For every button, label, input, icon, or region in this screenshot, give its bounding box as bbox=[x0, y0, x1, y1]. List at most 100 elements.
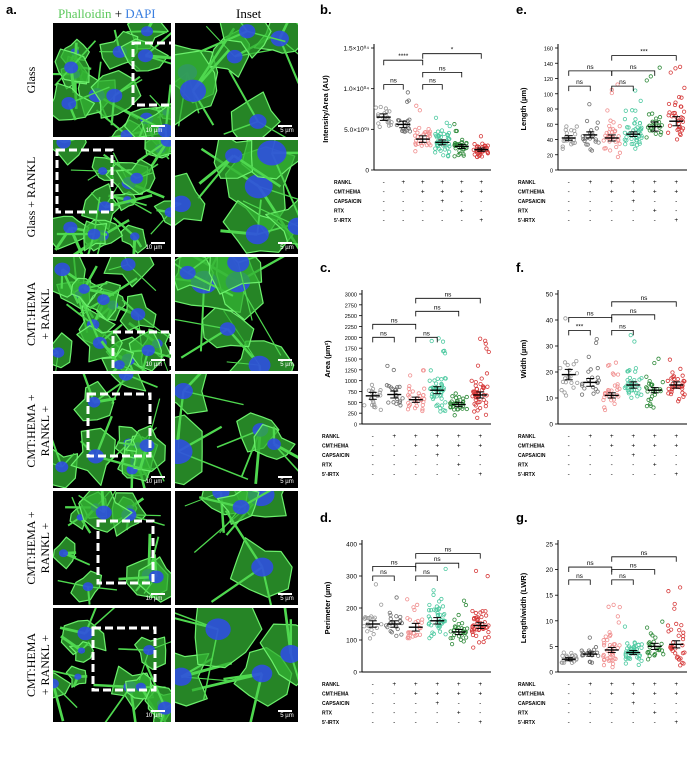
condition-sign: + bbox=[653, 179, 657, 186]
condition-sign: + bbox=[674, 719, 678, 726]
data-point bbox=[475, 154, 480, 160]
data-point bbox=[630, 385, 635, 390]
condition-sign: - bbox=[611, 700, 613, 707]
data-point bbox=[602, 405, 607, 410]
data-point bbox=[596, 653, 601, 658]
condition-sign: - bbox=[461, 217, 463, 224]
data-point bbox=[376, 112, 381, 117]
data-point bbox=[362, 624, 367, 629]
significance-bracket bbox=[383, 84, 404, 90]
data-point bbox=[667, 357, 672, 362]
significance-label: ns bbox=[423, 569, 431, 576]
data-point bbox=[440, 604, 446, 609]
condition-sign: + bbox=[631, 198, 635, 205]
data-point bbox=[671, 376, 677, 382]
data-point bbox=[635, 125, 640, 130]
data-point bbox=[650, 633, 655, 638]
data-point bbox=[615, 154, 621, 160]
data-point bbox=[394, 396, 400, 401]
significance-bracket bbox=[611, 301, 677, 307]
data-point bbox=[426, 608, 432, 613]
condition-sign: + bbox=[631, 179, 635, 186]
data-point bbox=[427, 134, 432, 139]
data-point bbox=[567, 367, 572, 373]
data-point bbox=[456, 152, 461, 158]
condition-sign: - bbox=[632, 710, 634, 717]
significance-label: ns bbox=[630, 563, 638, 570]
micrograph-inset: 5 µm bbox=[175, 608, 298, 722]
data-point bbox=[412, 607, 417, 613]
condition-sign: - bbox=[632, 217, 634, 224]
condition-sign: + bbox=[653, 433, 657, 440]
data-point bbox=[564, 124, 569, 129]
data-point bbox=[612, 642, 617, 647]
data-point bbox=[653, 131, 658, 136]
condition-sign: + bbox=[440, 179, 444, 186]
chart-g-letter: g. bbox=[516, 510, 528, 525]
scale-bar-label: 5 µm bbox=[280, 362, 294, 368]
y-tick-label: 25 bbox=[546, 542, 554, 549]
y-tick-label: 30 bbox=[546, 344, 554, 351]
condition-label: RTX bbox=[518, 209, 529, 215]
condition-sign: + bbox=[674, 179, 678, 186]
condition-sign: - bbox=[589, 198, 591, 205]
y-tick-label: 1500 bbox=[345, 358, 357, 364]
data-point bbox=[672, 102, 678, 108]
data-point bbox=[632, 641, 637, 646]
significance-label: ns bbox=[434, 556, 442, 563]
data-point bbox=[608, 148, 613, 153]
condition-sign: + bbox=[631, 452, 635, 459]
scale-bar-label: 5 µm bbox=[280, 245, 294, 251]
scale-bar bbox=[151, 359, 165, 361]
data-point bbox=[624, 135, 629, 140]
data-point bbox=[428, 368, 433, 373]
data-point bbox=[416, 391, 421, 396]
condition-sign: - bbox=[402, 217, 404, 224]
condition-label: CAPSAICIN bbox=[322, 701, 350, 707]
data-point bbox=[594, 340, 599, 346]
significance-bracket bbox=[568, 330, 591, 336]
data-point bbox=[682, 392, 687, 397]
data-point bbox=[474, 633, 479, 638]
data-point bbox=[426, 622, 431, 627]
significance-bracket bbox=[415, 310, 460, 317]
data-point bbox=[682, 85, 687, 90]
data-point bbox=[638, 98, 643, 103]
data-point bbox=[398, 614, 403, 620]
data-point bbox=[388, 122, 393, 128]
significance-label: ns bbox=[587, 560, 595, 567]
data-point bbox=[463, 602, 469, 608]
condition-sign: - bbox=[458, 719, 460, 726]
significance-label: ns bbox=[587, 64, 595, 71]
data-point bbox=[669, 389, 674, 395]
micrograph-main: 10 µm bbox=[53, 608, 171, 722]
data-point bbox=[439, 403, 445, 408]
condition-sign: + bbox=[460, 208, 464, 215]
condition-sign: + bbox=[631, 691, 635, 698]
data-point bbox=[667, 110, 672, 115]
data-point bbox=[476, 400, 481, 405]
data-point bbox=[420, 408, 425, 414]
condition-sign: - bbox=[393, 471, 395, 478]
data-point bbox=[586, 354, 591, 359]
condition-sign: + bbox=[674, 681, 678, 688]
significance-bracket bbox=[611, 556, 677, 562]
data-point bbox=[657, 115, 663, 120]
data-point bbox=[671, 111, 676, 116]
data-point bbox=[435, 376, 440, 381]
y-tick-label: 250 bbox=[348, 412, 357, 418]
condition-sign: - bbox=[632, 471, 634, 478]
data-point bbox=[429, 623, 434, 628]
data-point bbox=[591, 647, 597, 652]
chart-c-letter: c. bbox=[320, 260, 331, 275]
data-point bbox=[665, 378, 670, 383]
data-point bbox=[563, 127, 568, 132]
data-point bbox=[648, 397, 653, 402]
data-point bbox=[377, 124, 382, 129]
data-point bbox=[639, 645, 644, 650]
data-point bbox=[406, 98, 411, 103]
y-axis-label: Length/width (LWR) bbox=[519, 572, 528, 643]
data-point bbox=[447, 144, 452, 149]
data-point bbox=[429, 338, 434, 344]
data-point bbox=[453, 128, 458, 134]
